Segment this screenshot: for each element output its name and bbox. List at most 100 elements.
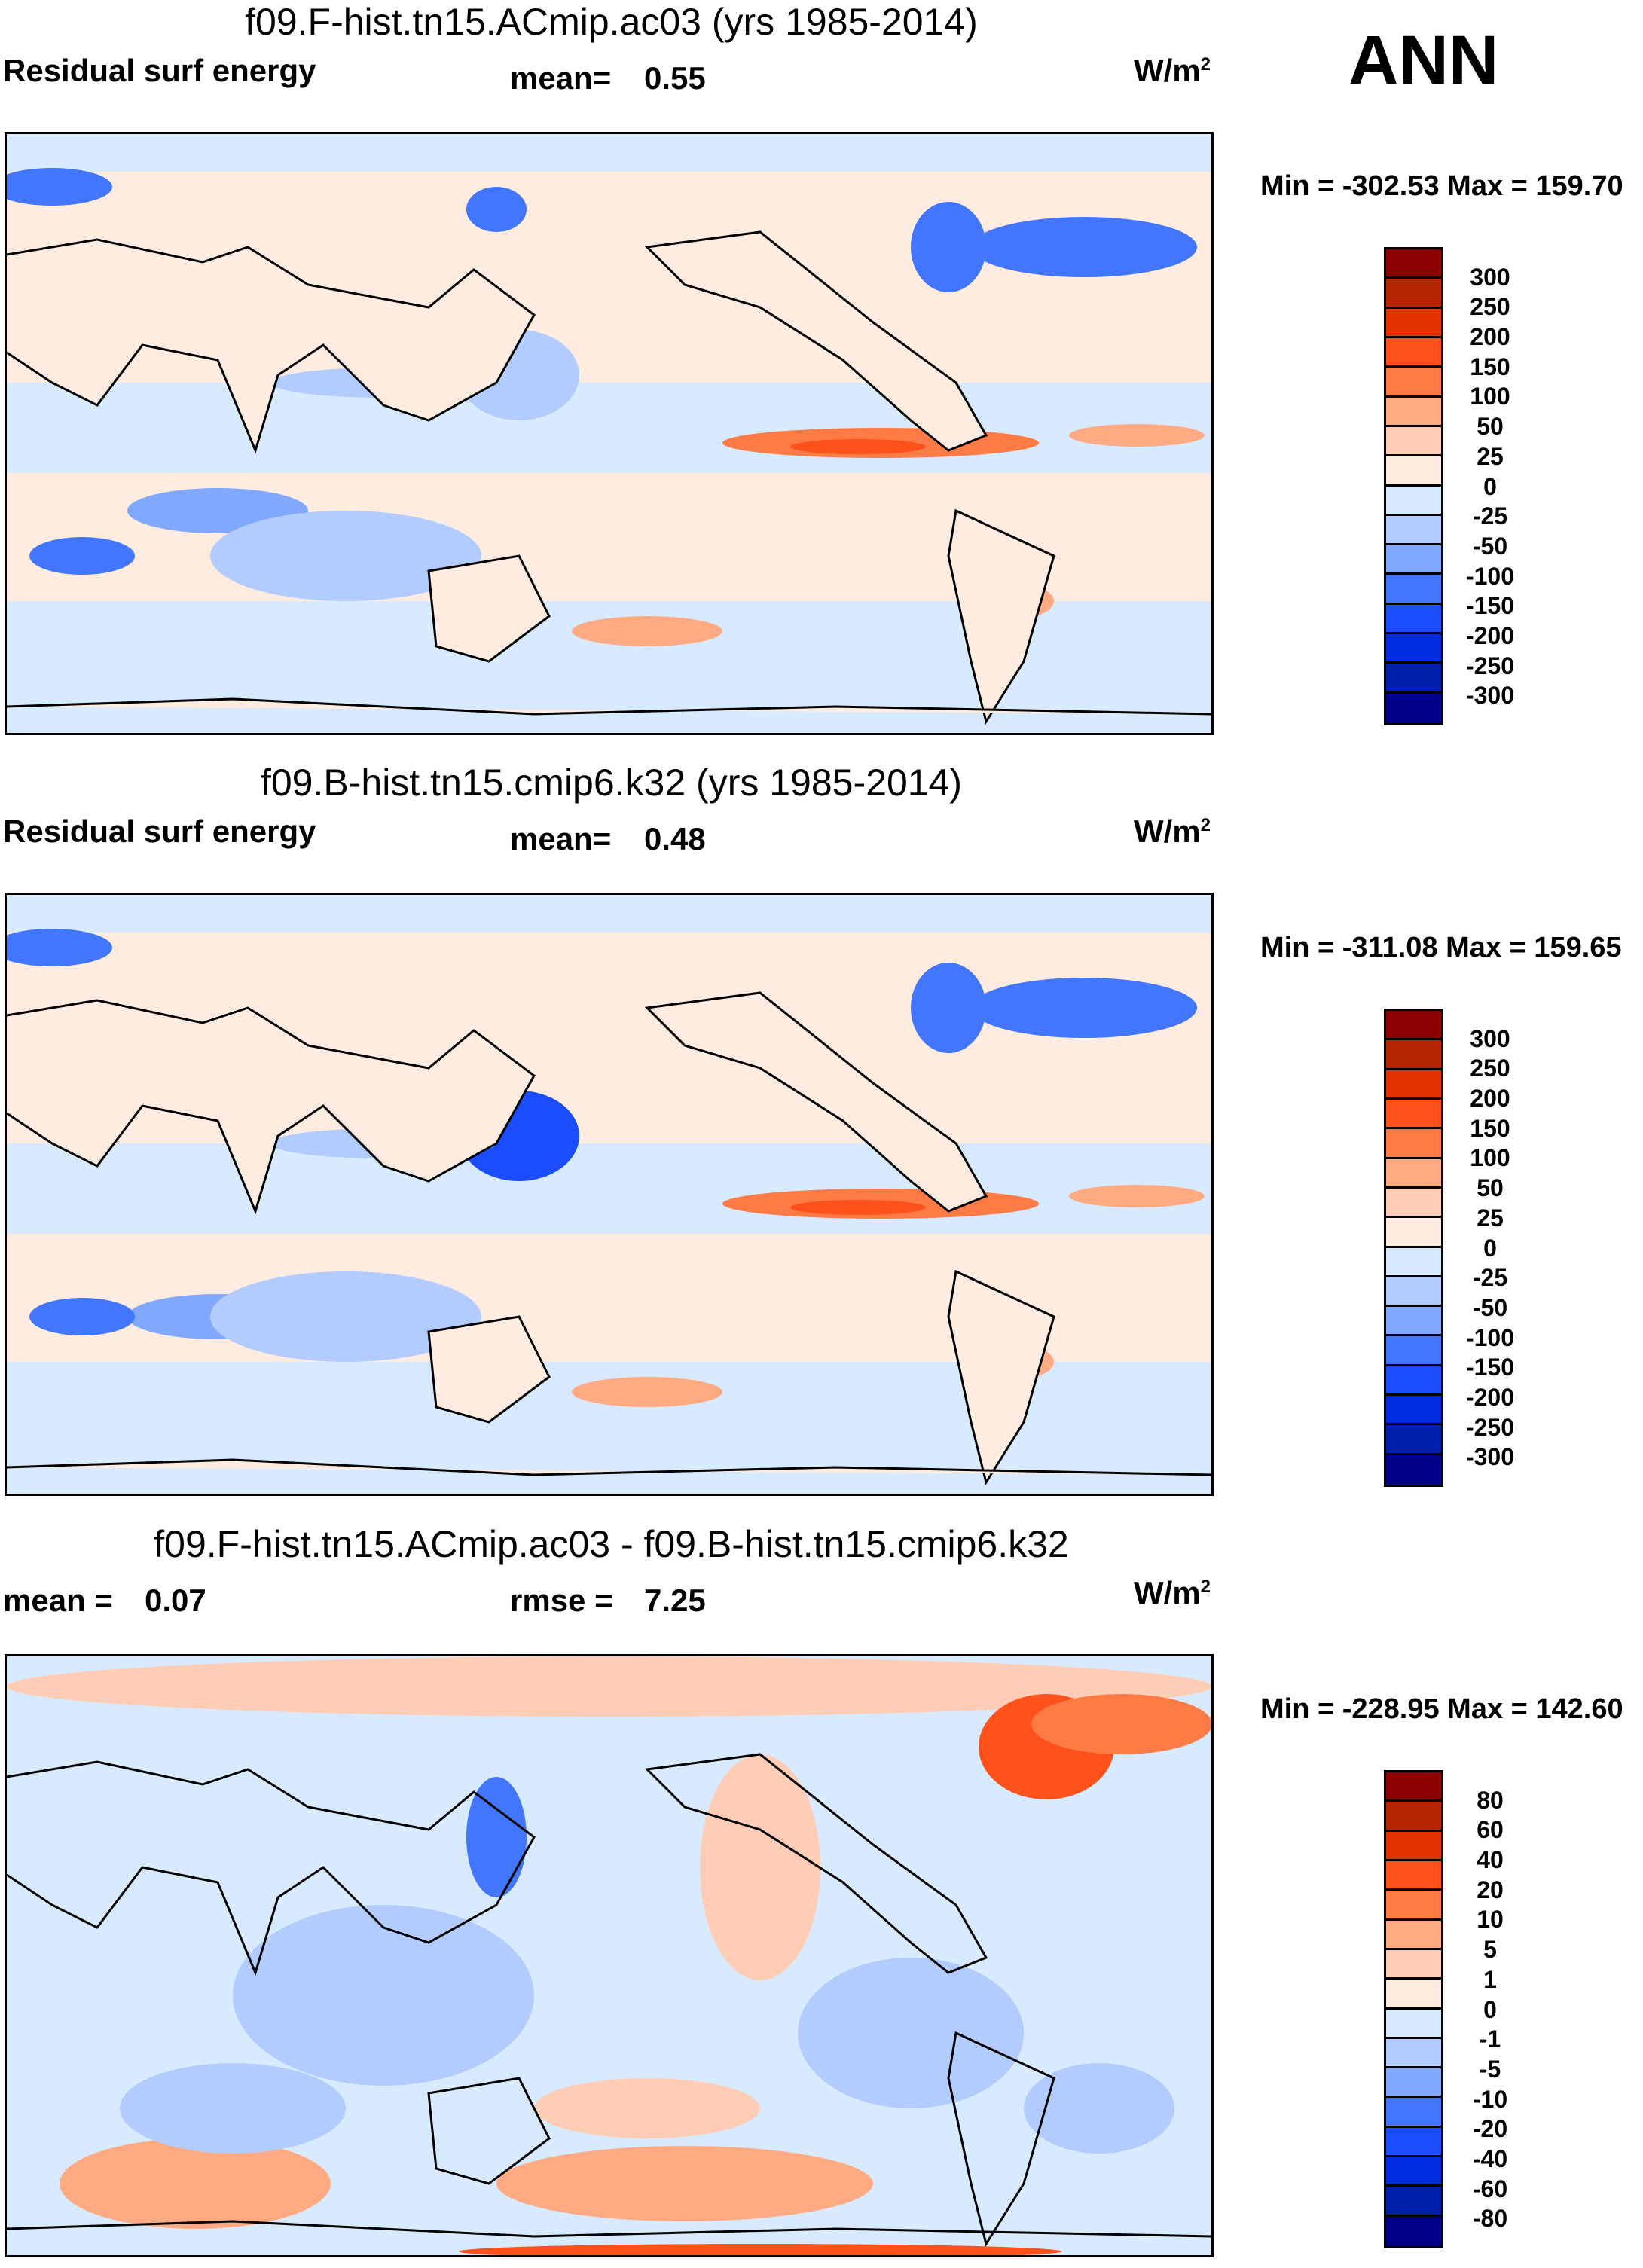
units-exponent: 2 xyxy=(1200,1577,1211,1597)
colorbar-bin xyxy=(1386,279,1441,309)
colorbar-bin xyxy=(1386,1802,1441,1832)
colorbar-tick-label: 0 xyxy=(1483,1995,1497,2023)
map-field xyxy=(7,1656,1211,2255)
colorbar-tick-label: -100 xyxy=(1465,562,1515,590)
contour-map xyxy=(5,1654,1214,2257)
field-contour xyxy=(466,187,527,232)
field-contour xyxy=(790,439,926,454)
field-contour xyxy=(29,1298,135,1335)
mean-label: mean= xyxy=(510,821,612,856)
colorbar-tick-label: -20 xyxy=(1472,2115,1508,2143)
colorbar-tick-label: 0 xyxy=(1483,472,1497,500)
mean-value: 0.07 xyxy=(145,1583,206,1618)
colorbar-bin xyxy=(1386,2187,1441,2217)
coastline xyxy=(644,1753,988,1974)
colorbar xyxy=(1384,1770,1443,2248)
colorbar-bin xyxy=(1386,1860,1441,1891)
colorbar-bin xyxy=(1386,308,1441,338)
field-contour xyxy=(466,1777,527,1897)
coastline xyxy=(644,230,988,452)
field-band xyxy=(7,383,1211,473)
colorbar-tick-label: 50 xyxy=(1477,413,1504,441)
variable-label: Residual surf energy xyxy=(3,53,316,88)
colorbar-tick-label: -200 xyxy=(1465,1383,1515,1411)
colorbar-bin xyxy=(1386,486,1441,516)
colorbar-tick-label: 25 xyxy=(1477,442,1504,470)
coastline xyxy=(427,554,551,663)
colorbar-bin xyxy=(1386,1772,1441,1802)
mean-label: mean= xyxy=(510,60,612,96)
coastline xyxy=(427,1315,551,1424)
units-label: W/m2 xyxy=(1134,1575,1211,1611)
colorbar-tick-label: -200 xyxy=(1465,621,1515,649)
colorbar-tick-label: -80 xyxy=(1472,2205,1508,2233)
colorbar-tick-label: 0 xyxy=(1483,1234,1497,1262)
units-label: W/m2 xyxy=(1134,53,1211,89)
colorbar-tick-label: -250 xyxy=(1465,1413,1515,1441)
field-contour xyxy=(60,2138,331,2229)
mean-label: mean = xyxy=(3,1583,113,1618)
coastline xyxy=(7,697,1211,716)
units-exponent: 2 xyxy=(1200,54,1211,75)
colorbar-bin xyxy=(1386,634,1441,664)
colorbar-tick-label: -50 xyxy=(1472,1293,1508,1321)
colorbar-tick-label: 60 xyxy=(1477,1816,1504,1844)
panel-title: f09.F-hist.tn15.ACmip.ac03 - f09.B-hist.… xyxy=(154,1523,1069,1565)
colorbar-tick-label: 300 xyxy=(1470,1024,1510,1052)
colorbar-tick-label: -150 xyxy=(1465,1354,1515,1381)
field-band xyxy=(7,134,1211,172)
field-contour xyxy=(29,537,135,575)
field-contour xyxy=(971,217,1197,277)
colorbar-bin xyxy=(1386,1920,1441,1950)
colorbar-bin xyxy=(1386,664,1441,694)
field-contour xyxy=(1031,1694,1211,1754)
field-contour xyxy=(1024,2063,1174,2154)
coastline xyxy=(427,2077,551,2185)
colorbar-tick-label: 150 xyxy=(1470,353,1510,380)
colorbar-bin xyxy=(1386,249,1441,279)
colorbar-tick-label: -10 xyxy=(1472,2085,1508,2113)
colorbar-tick-label: 20 xyxy=(1477,1876,1504,1903)
colorbar-bin xyxy=(1386,2038,1441,2069)
colorbar-bin xyxy=(1386,1070,1441,1100)
colorbar-bin xyxy=(1386,2098,1441,2128)
colorbar-tick-label: 10 xyxy=(1477,1906,1504,1934)
colorbar-bin xyxy=(1386,2068,1441,2099)
colorbar-tick-label: -150 xyxy=(1465,592,1515,620)
colorbar-tick-label: -50 xyxy=(1472,532,1508,560)
min-max-label: Min = -311.08 Max = 159.65 xyxy=(1260,932,1622,963)
contour-map xyxy=(5,893,1214,1496)
field-contour xyxy=(700,1754,820,1980)
colorbar-bin xyxy=(1386,1129,1441,1159)
colorbar-bin xyxy=(1386,604,1441,635)
colorbar-bin xyxy=(1386,397,1441,427)
colorbar-tick-label: 250 xyxy=(1470,293,1510,321)
field-contour xyxy=(911,202,986,292)
colorbar-tick-label: 1 xyxy=(1483,1965,1497,1993)
panel-title: f09.F-hist.tn15.ACmip.ac03 (yrs 1985-201… xyxy=(245,1,978,43)
colorbar-bin xyxy=(1386,1307,1441,1337)
coastline xyxy=(7,238,536,454)
field-contour xyxy=(572,1377,722,1407)
field-contour xyxy=(572,616,722,646)
field-contour xyxy=(120,2063,346,2154)
variable-label: Residual surf energy xyxy=(3,813,316,849)
colorbar-tick-label: -5 xyxy=(1479,2055,1501,2083)
units-label: W/m2 xyxy=(1134,813,1211,850)
colorbar-bin xyxy=(1386,1980,1441,2010)
colorbar-bin xyxy=(1386,2009,1441,2039)
colorbar-bin xyxy=(1386,1188,1441,1219)
min-max-label: Min = -228.95 Max = 142.60 xyxy=(1260,1693,1623,1725)
coastline xyxy=(7,2220,1211,2238)
colorbar-bin xyxy=(1386,1336,1441,1366)
coastline xyxy=(947,508,1055,725)
min-max-label: Min = -302.53 Max = 159.70 xyxy=(1260,170,1623,202)
colorbar-bin xyxy=(1386,515,1441,546)
field-contour xyxy=(7,1656,1211,1717)
colorbar-tick-label: 300 xyxy=(1470,263,1510,291)
colorbar-tick-label: -300 xyxy=(1465,1443,1515,1471)
colorbar-tick-label: 50 xyxy=(1477,1174,1504,1202)
colorbar-tick-label: -300 xyxy=(1465,682,1515,710)
field-contour xyxy=(210,1271,481,1362)
colorbar-tick-label: 200 xyxy=(1470,1085,1510,1113)
